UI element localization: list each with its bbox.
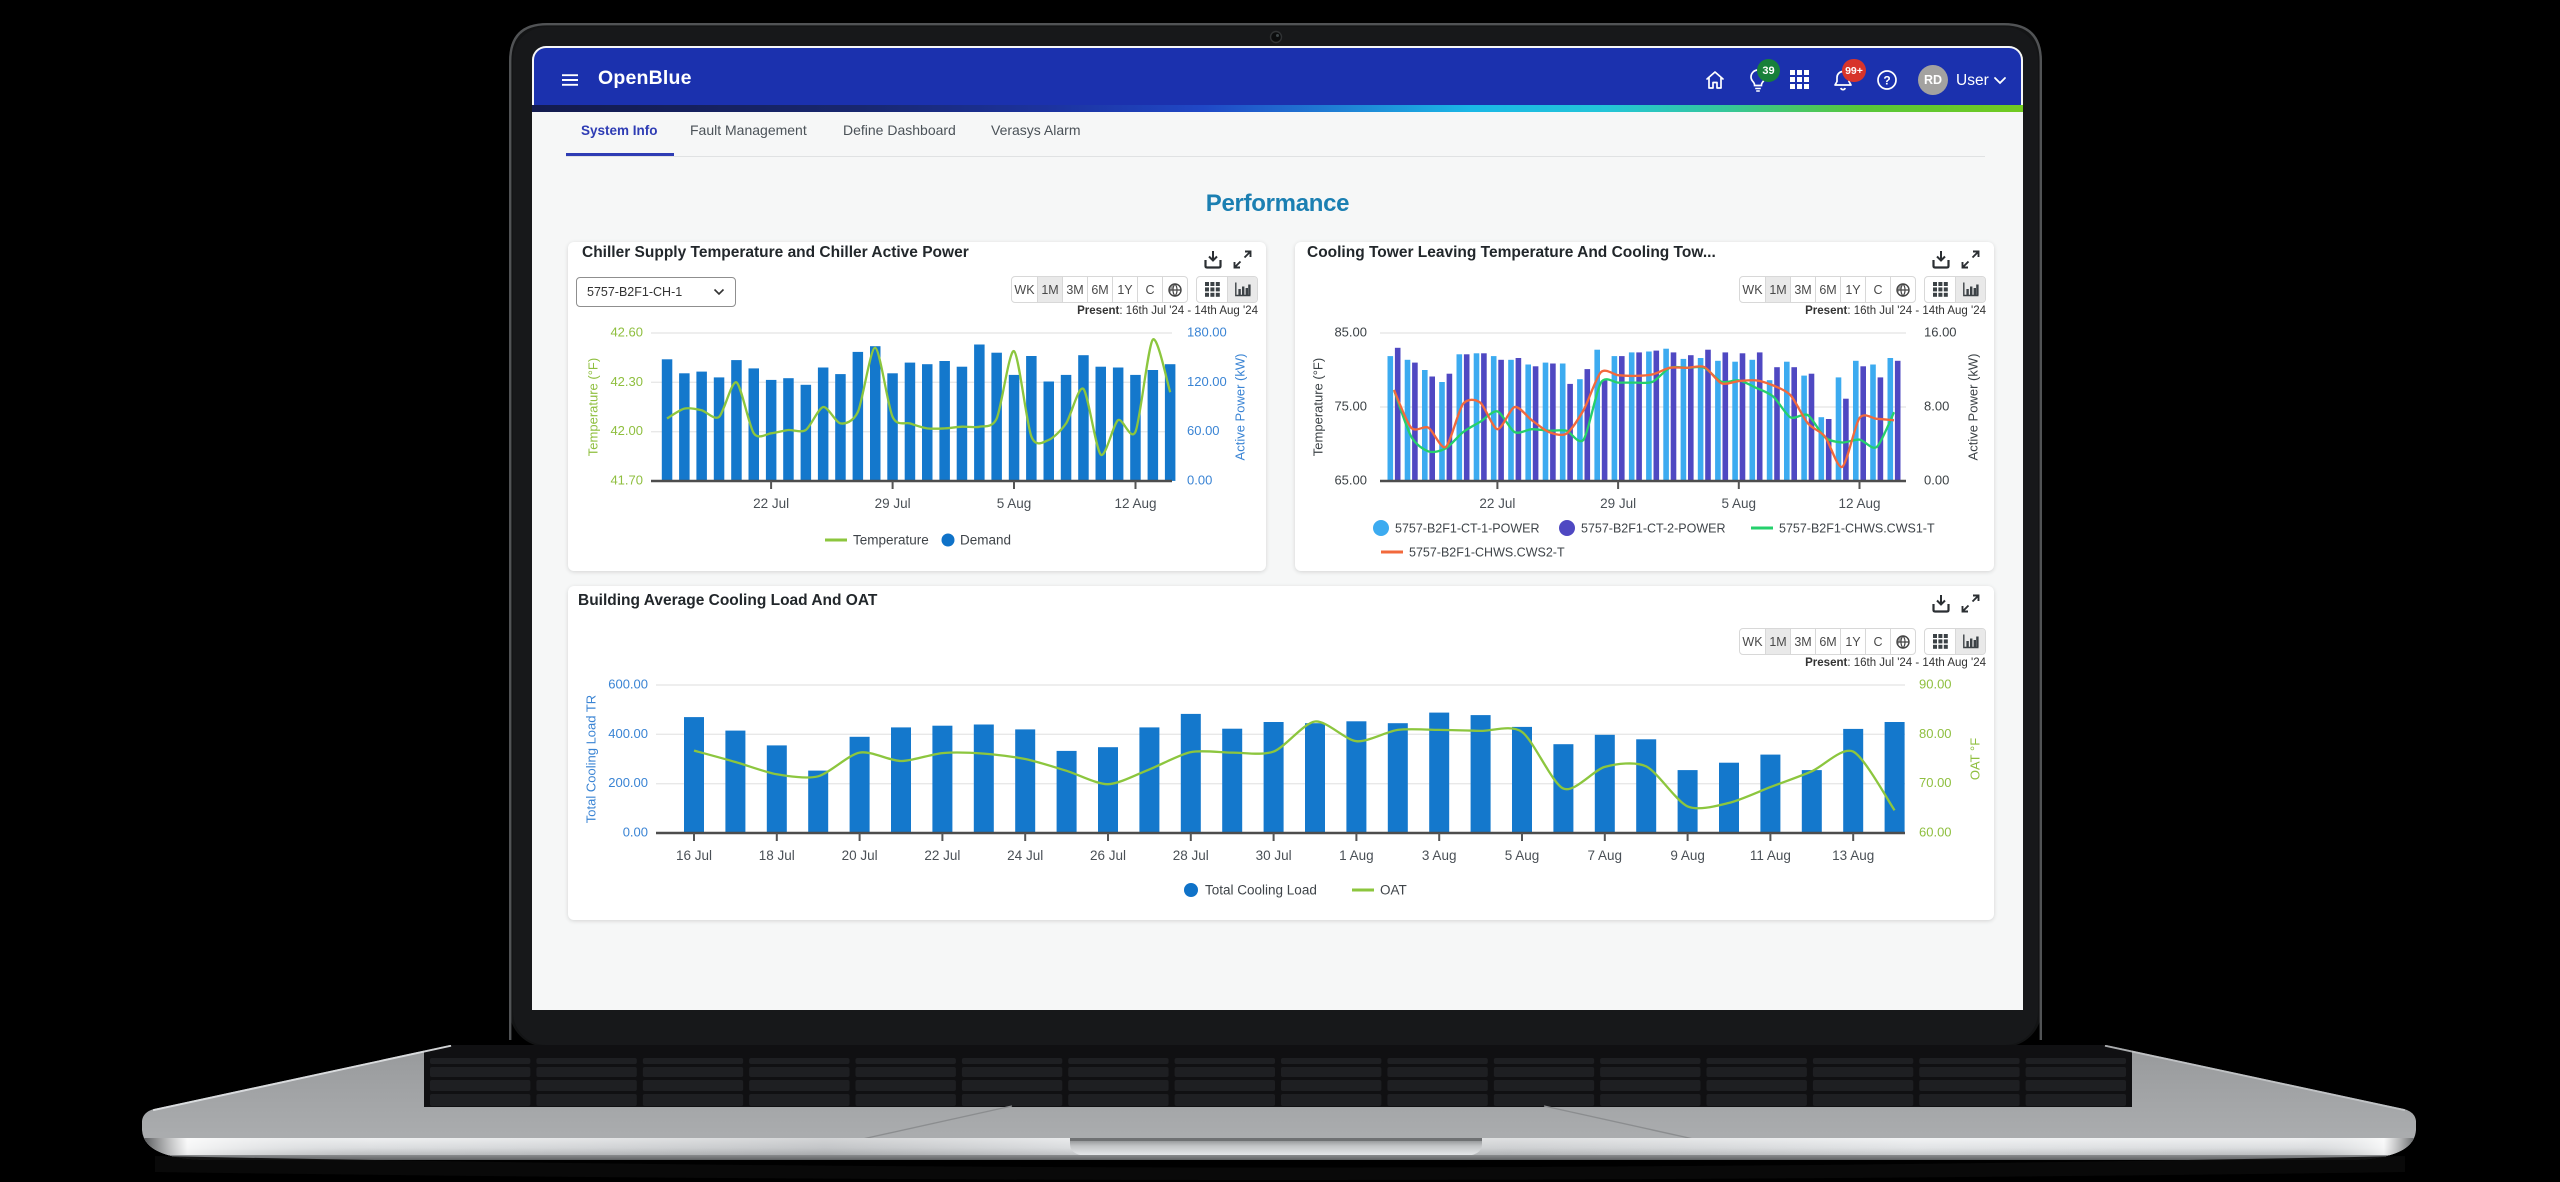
svg-text:16 Jul: 16 Jul — [676, 848, 712, 863]
svg-text:42.60: 42.60 — [610, 324, 643, 339]
svg-text:7 Aug: 7 Aug — [1588, 848, 1623, 863]
svg-text:Active Power (kW): Active Power (kW) — [1965, 354, 1980, 461]
svg-text:120.00: 120.00 — [1187, 374, 1227, 389]
svg-text:20 Jul: 20 Jul — [842, 848, 878, 863]
svg-text:5757-B2F1-CHWS.CWS1-T: 5757-B2F1-CHWS.CWS1-T — [1779, 521, 1935, 535]
svg-text:5757-B2F1-CHWS.CWS2-T: 5757-B2F1-CHWS.CWS2-T — [1409, 545, 1565, 559]
svg-text:24 Jul: 24 Jul — [1007, 848, 1043, 863]
svg-text:60.00: 60.00 — [1919, 824, 1952, 839]
svg-text:Total Cooling Load: Total Cooling Load — [1205, 883, 1317, 898]
svg-text:65.00: 65.00 — [1334, 472, 1367, 487]
svg-text:8.00: 8.00 — [1924, 398, 1949, 413]
svg-text:12 Aug: 12 Aug — [1838, 496, 1880, 511]
svg-text:28 Jul: 28 Jul — [1173, 848, 1209, 863]
svg-text:29 Jul: 29 Jul — [1600, 496, 1636, 511]
svg-text:600.00: 600.00 — [608, 676, 648, 691]
svg-text:42.00: 42.00 — [610, 423, 643, 438]
svg-text:200.00: 200.00 — [608, 775, 648, 790]
svg-text:13 Aug: 13 Aug — [1832, 848, 1874, 863]
svg-text:26 Jul: 26 Jul — [1090, 848, 1126, 863]
svg-text:22 Jul: 22 Jul — [924, 848, 960, 863]
svg-text:11 Aug: 11 Aug — [1750, 848, 1791, 863]
svg-text:22 Jul: 22 Jul — [1479, 496, 1515, 511]
svg-text:18 Jul: 18 Jul — [759, 848, 795, 863]
svg-text:22 Jul: 22 Jul — [753, 496, 789, 511]
svg-text:5 Aug: 5 Aug — [997, 496, 1032, 511]
svg-text:90.00: 90.00 — [1919, 676, 1952, 691]
svg-text:0.00: 0.00 — [1924, 472, 1949, 487]
svg-text:41.70: 41.70 — [610, 472, 643, 487]
svg-text:Temperature: Temperature — [853, 533, 929, 548]
svg-text:75.00: 75.00 — [1334, 398, 1367, 413]
svg-text:85.00: 85.00 — [1334, 324, 1367, 339]
svg-text:5757-B2F1-CT-2-POWER: 5757-B2F1-CT-2-POWER — [1581, 521, 1725, 535]
svg-text:3 Aug: 3 Aug — [1422, 848, 1457, 863]
svg-text:0.00: 0.00 — [1187, 472, 1212, 487]
svg-text:5 Aug: 5 Aug — [1505, 848, 1540, 863]
svg-text:400.00: 400.00 — [608, 726, 648, 741]
svg-text:?: ? — [1883, 73, 1890, 87]
svg-text:42.30: 42.30 — [610, 374, 643, 389]
svg-text:9 Aug: 9 Aug — [1670, 848, 1705, 863]
svg-text:5757-B2F1-CT-1-POWER: 5757-B2F1-CT-1-POWER — [1395, 521, 1539, 535]
svg-text:12 Aug: 12 Aug — [1114, 496, 1156, 511]
svg-text:Demand: Demand — [960, 533, 1011, 548]
svg-text:80.00: 80.00 — [1919, 726, 1952, 741]
svg-text:0.00: 0.00 — [623, 824, 648, 839]
svg-text:70.00: 70.00 — [1919, 775, 1952, 790]
svg-text:OAT °F: OAT °F — [1967, 738, 1982, 780]
svg-text:16.00: 16.00 — [1924, 324, 1957, 339]
svg-text:1 Aug: 1 Aug — [1339, 848, 1374, 863]
svg-text:Temperature (°F): Temperature (°F) — [585, 358, 600, 456]
svg-text:180.00: 180.00 — [1187, 324, 1227, 339]
svg-text:OAT: OAT — [1380, 883, 1407, 898]
svg-text:5 Aug: 5 Aug — [1722, 496, 1757, 511]
svg-text:30 Jul: 30 Jul — [1256, 848, 1292, 863]
svg-text:60.00: 60.00 — [1187, 423, 1220, 438]
svg-text:29 Jul: 29 Jul — [875, 496, 911, 511]
svg-text:Total Cooling Load TR: Total Cooling Load TR — [583, 695, 598, 823]
svg-text:Temperature (°F): Temperature (°F) — [1310, 358, 1325, 456]
svg-text:Active Power (kW): Active Power (kW) — [1232, 354, 1247, 461]
